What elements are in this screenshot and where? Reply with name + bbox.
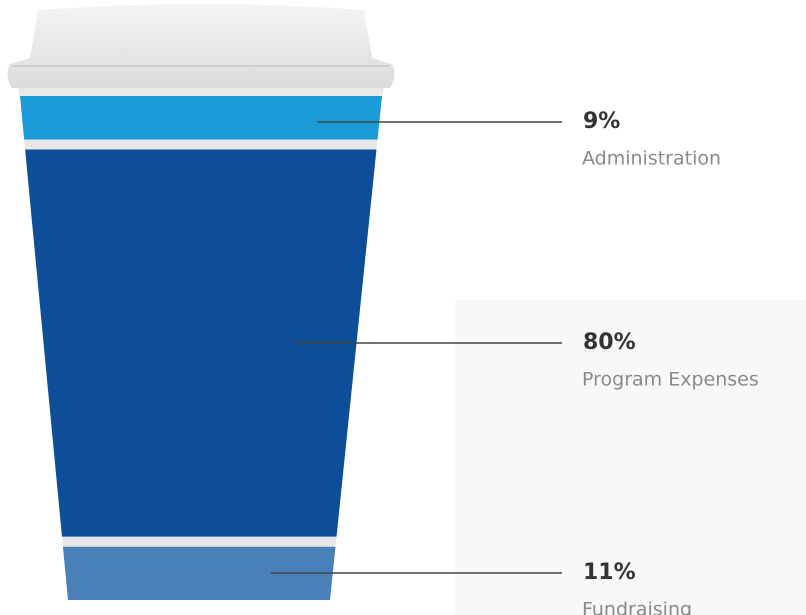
cup-stripe [61,536,337,547]
cup-lid [7,4,395,88]
cup-segment [20,96,382,140]
category-label: Administration [582,148,721,170]
category-label: Program Expenses [582,369,759,391]
value-label: 11% [583,560,636,585]
cup-segment [25,149,377,537]
cup-stripe [24,139,378,150]
category-label: Fundraising [582,599,692,615]
value-label: 80% [583,330,636,355]
labels: 9% Administration 80% Program Expenses 11% Fu… [270,109,759,615]
background-panel [455,300,806,615]
value-label: 9% [583,109,620,134]
cup [20,96,382,600]
cup-segment [62,546,336,600]
